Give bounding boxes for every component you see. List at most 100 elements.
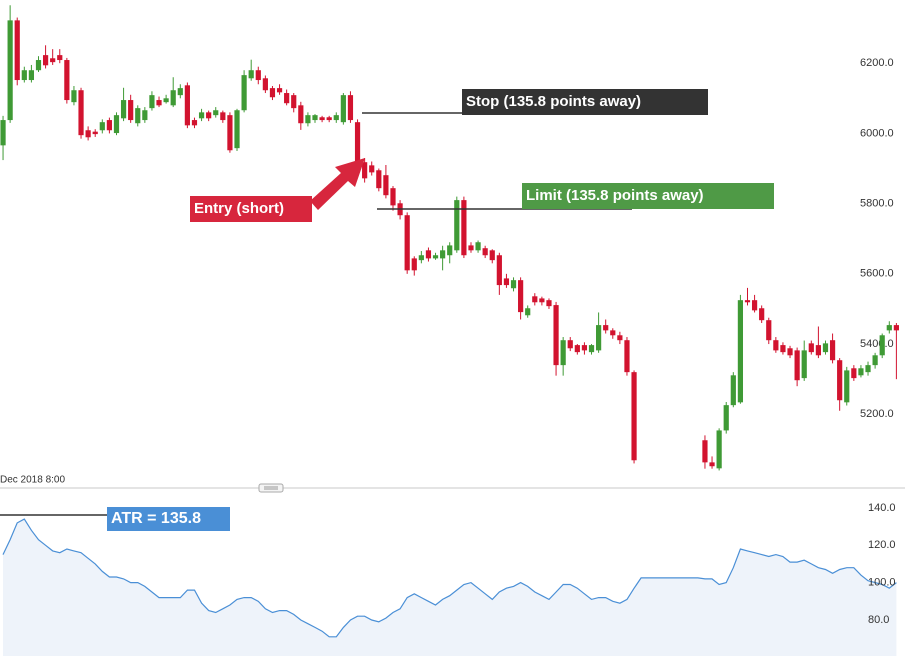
candle-body [503,278,510,286]
candle-body [844,370,850,403]
resize-handle[interactable] [258,483,284,493]
candle-body [390,188,396,206]
candle-body [418,255,424,261]
entry-box [190,196,312,222]
y2-tick-label: 140.0 [868,502,896,514]
candle-body [709,462,715,467]
candle-body [822,343,829,353]
candle-body [177,88,183,96]
candle-body [532,296,538,303]
candle-body [128,100,134,121]
candle-body [574,345,580,353]
candle-body [603,325,609,331]
candle-body [241,75,247,111]
candle-body [383,175,389,196]
candle-body [872,355,878,366]
candle-body [851,368,857,379]
candle-body [489,250,495,261]
candle-body [21,70,27,81]
candle-body [539,298,545,303]
candle-body [163,98,169,103]
candle-body [312,115,318,121]
candle-body [468,245,474,251]
candle-body [865,365,871,373]
candle-body [624,340,630,373]
candle-body [184,85,190,126]
candle-body [567,340,573,349]
candle-body [759,308,765,321]
candle-body [276,88,283,93]
candle-body [298,105,304,124]
atr-area [3,519,897,656]
y-tick-label: 5600.0 [860,268,894,280]
candle-body [113,115,120,134]
candle-body [206,112,212,119]
atr-label: ATR = 135.8 [111,510,201,527]
atr-box [107,507,230,531]
candle-body [149,95,155,109]
x-tick-label: Dec 2018 8:00 [0,475,65,486]
candle-body [120,100,127,119]
candle-body [432,255,439,259]
candle-body [354,122,361,163]
candle-body [617,335,623,341]
candle-body [879,335,885,356]
candle-body [14,20,20,81]
candle-body [0,120,6,146]
candle-body [716,430,722,469]
candle-body [553,305,559,366]
candle-body [35,60,42,71]
candle-body [156,100,162,106]
y2-tick-label: 80.0 [868,614,889,626]
stop-box [462,89,708,115]
candle-body [794,350,800,381]
candle-body [347,95,354,121]
candle-body [305,115,311,124]
candle-body [326,117,332,121]
candle-body [85,130,91,138]
candle-body [560,340,566,366]
candle-body [404,215,410,271]
price-panel: 5200.0 5400.0 5600.0 5800.0 6000.0 6200.0 [0,5,899,471]
candle-body [333,115,339,121]
candle-body [525,308,531,316]
y-tick-label: 5400.0 [860,338,894,350]
candle-body [191,120,198,126]
candle-body [893,325,899,331]
candle-body [829,340,836,361]
candle-body [588,345,595,353]
y2-tick-label: 120.0 [868,539,896,551]
candle-body [766,320,772,341]
y-tick-label: 5200.0 [860,408,894,420]
candle-body [135,108,141,124]
candle-body [780,345,786,353]
y2-tick-label: 100.0 [868,577,896,589]
candle-body [744,300,751,303]
candle-body [808,343,814,353]
candle-body [461,200,467,256]
candle-body [482,248,488,256]
candle-body [142,110,148,121]
candle-body [581,345,588,351]
candle-body [454,200,460,251]
candle-body [220,112,226,121]
candle-body [751,300,758,311]
candle-body [475,242,481,251]
candle-body [57,55,63,61]
candle-body [787,348,793,356]
candle-body [42,55,49,66]
candle-body [369,165,375,173]
candle-body [496,255,502,286]
limit-box [522,183,774,209]
candle-body [50,58,56,63]
candle-body [858,368,864,376]
candle-body [106,120,112,131]
candle-body [319,117,325,121]
candle-body [801,350,807,379]
atr-panel: 80.0 100.0 120.0 140.0 [2,502,897,656]
candle-body [64,60,70,101]
y-tick-label: 5800.0 [860,198,894,210]
candle-body [234,110,240,149]
stop-label: Stop (135.8 points away) [466,93,641,110]
candle-body [631,372,637,461]
